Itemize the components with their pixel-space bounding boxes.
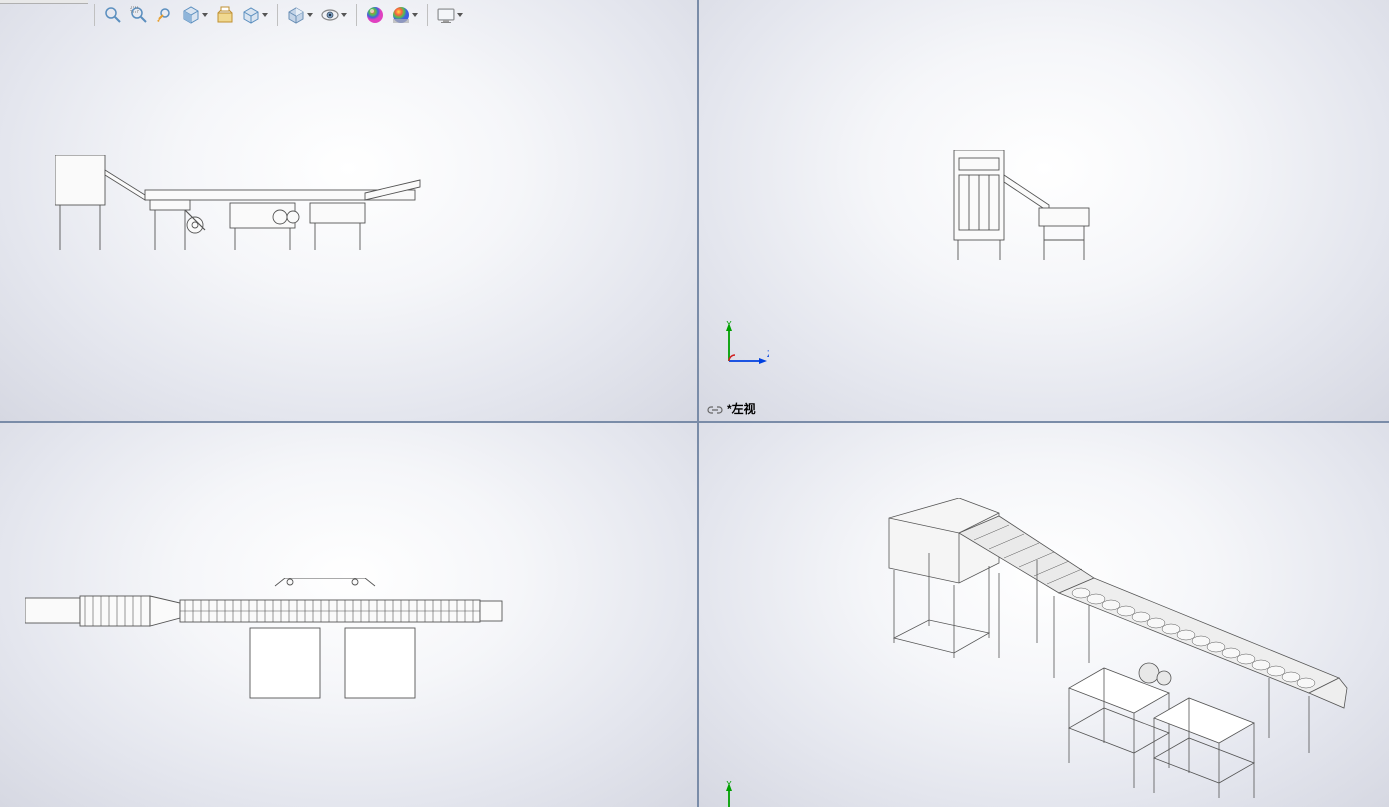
previous-view-icon (155, 5, 175, 25)
zoom-to-fit-button[interactable] (101, 3, 125, 27)
coordinate-triad: Y Z (721, 321, 769, 369)
section-view-button[interactable] (179, 3, 211, 27)
viewport-front[interactable] (0, 0, 698, 422)
hide-show-icon (320, 5, 340, 25)
dropdown-arrow-icon (306, 5, 314, 25)
dropdown-arrow-icon (340, 5, 348, 25)
viewport-top[interactable] (0, 422, 698, 807)
view-label: *左视 (707, 400, 756, 417)
model-front-view (55, 155, 425, 255)
display-style-icon (286, 5, 306, 25)
model-left-view (944, 150, 1094, 265)
previous-view-button[interactable] (153, 3, 177, 27)
view-settings-button[interactable] (434, 3, 466, 27)
view-orientation-button[interactable] (239, 3, 271, 27)
tab-strip-remnant (0, 0, 88, 4)
apply-scene-button[interactable] (389, 3, 421, 27)
viewport-grid: Y Z *左视 (0, 0, 1389, 807)
model-top-view (25, 578, 505, 718)
toolbar-divider (277, 4, 278, 26)
hide-show-button[interactable] (318, 3, 350, 27)
zoom-area-button[interactable] (127, 3, 151, 27)
apply-scene-icon (391, 5, 411, 25)
model-iso-view (869, 498, 1349, 798)
viewport-isometric[interactable]: Y (698, 422, 1389, 807)
coordinate-triad: Y (721, 781, 769, 807)
axis-y-label: Y (726, 321, 732, 329)
display-style-button[interactable] (284, 3, 316, 27)
edit-appearance-icon (365, 5, 385, 25)
edit-appearance-button[interactable] (363, 3, 387, 27)
zoom-area-icon (129, 5, 149, 25)
dropdown-arrow-icon (456, 5, 464, 25)
dropdown-arrow-icon (411, 5, 419, 25)
toolbar-divider (356, 4, 357, 26)
axis-y-label: Y (726, 781, 732, 789)
dropdown-arrow-icon (261, 5, 269, 25)
section-view-icon (181, 5, 201, 25)
dynamic-annotation-button[interactable] (213, 3, 237, 27)
view-settings-icon (436, 5, 456, 25)
view-label-text: *左视 (727, 400, 756, 417)
dropdown-arrow-icon (201, 5, 209, 25)
axis-z-label: Z (767, 349, 769, 359)
zoom-to-fit-icon (103, 5, 123, 25)
heads-up-toolbar (0, 0, 700, 30)
view-orientation-icon (241, 5, 261, 25)
viewport-left[interactable]: Y Z *左视 (698, 0, 1389, 422)
link-icon (707, 404, 723, 414)
toolbar-divider (94, 4, 95, 26)
toolbar-divider (427, 4, 428, 26)
dynamic-annotation-icon (215, 5, 235, 25)
